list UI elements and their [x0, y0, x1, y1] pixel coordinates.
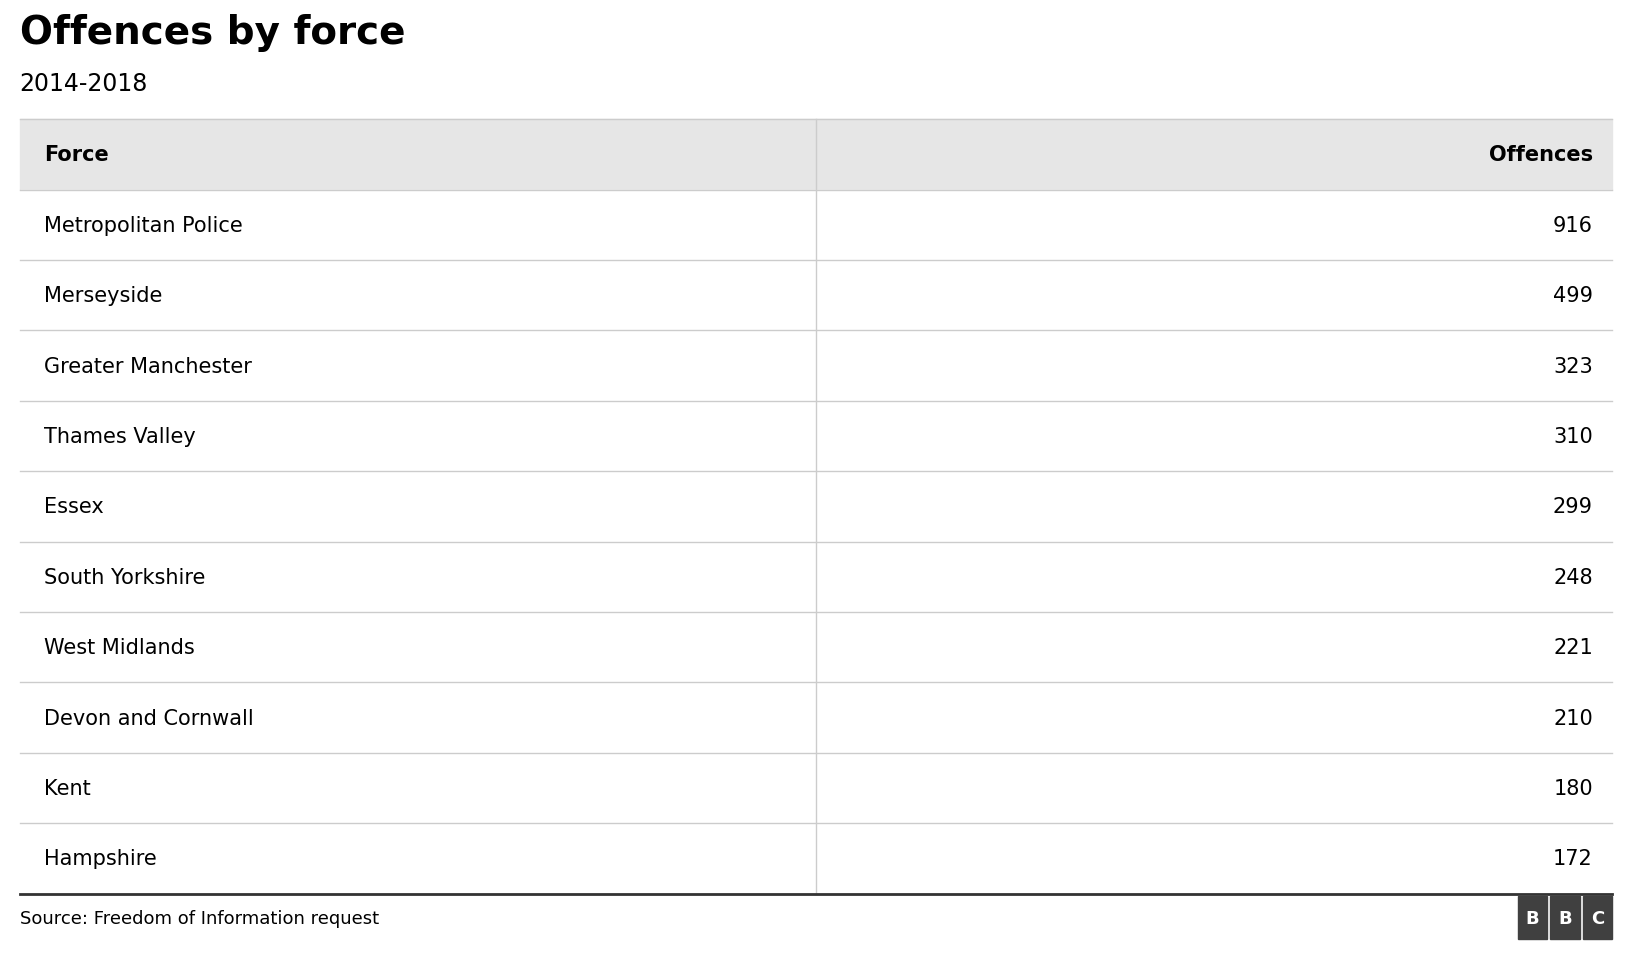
Text: Kent: Kent [44, 778, 91, 799]
Text: Merseyside: Merseyside [44, 286, 163, 306]
Text: Hampshire: Hampshire [44, 849, 157, 869]
Text: 180: 180 [1554, 778, 1593, 799]
Text: 210: 210 [1554, 708, 1593, 727]
Text: 310: 310 [1554, 427, 1593, 447]
Text: 323: 323 [1554, 357, 1593, 377]
Text: Offences: Offences [1488, 145, 1593, 165]
Text: 299: 299 [1552, 497, 1593, 517]
Text: 499: 499 [1552, 286, 1593, 306]
Text: B: B [1526, 909, 1539, 926]
Text: Devon and Cornwall: Devon and Cornwall [44, 708, 255, 727]
Text: Essex: Essex [44, 497, 104, 517]
Text: West Midlands: West Midlands [44, 637, 194, 657]
Text: 916: 916 [1552, 215, 1593, 235]
Text: Greater Manchester: Greater Manchester [44, 357, 251, 377]
Text: 2014-2018: 2014-2018 [20, 72, 149, 96]
Text: Force: Force [44, 145, 109, 165]
Text: C: C [1591, 909, 1604, 926]
Text: 172: 172 [1554, 849, 1593, 869]
Text: B: B [1559, 909, 1572, 926]
Text: South Yorkshire: South Yorkshire [44, 567, 206, 587]
Text: 248: 248 [1554, 567, 1593, 587]
Text: Offences by force: Offences by force [20, 14, 405, 53]
Text: Source: Freedom of Information request: Source: Freedom of Information request [20, 909, 379, 926]
Text: 221: 221 [1554, 637, 1593, 657]
Text: Metropolitan Police: Metropolitan Police [44, 215, 243, 235]
Text: Thames Valley: Thames Valley [44, 427, 196, 447]
